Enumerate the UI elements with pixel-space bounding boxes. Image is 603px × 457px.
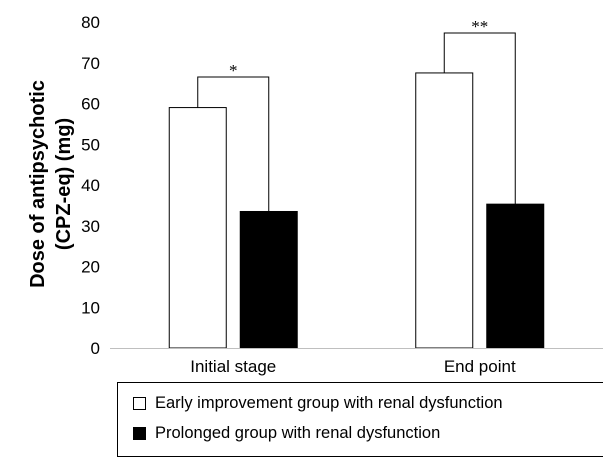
x-axis-categories: Initial stage End point xyxy=(190,357,516,376)
x-category-label: Initial stage xyxy=(190,357,276,376)
y-axis-label-line-1: Dose of antipsychotic xyxy=(27,80,49,288)
y-axis-label: Dose of antipsychotic (CPZ-eq) (mg) xyxy=(27,80,75,288)
bars xyxy=(168,72,545,349)
y-tick-label: 50 xyxy=(81,135,100,154)
y-axis-ticks: 0 10 20 30 40 50 60 70 80 xyxy=(81,13,100,358)
bar-early-end xyxy=(415,72,474,349)
legend-item-prolonged: Prolonged group with renal dysfunction xyxy=(133,424,440,443)
legend-label-early: Early improvement group with renal dysfu… xyxy=(155,394,503,412)
y-axis-label-line-2: (CPZ-eq) (mg) xyxy=(53,118,75,250)
bar-prolonged-end xyxy=(486,203,545,349)
y-tick-label: 60 xyxy=(81,95,100,114)
legend-swatch-prolonged xyxy=(133,427,146,440)
legend-swatch-early xyxy=(133,397,146,410)
bar-early-initial xyxy=(168,107,227,349)
y-tick-label: 80 xyxy=(81,13,100,32)
significance-bracket xyxy=(443,32,516,205)
y-tick-label: 70 xyxy=(81,54,100,73)
significance-bracket xyxy=(197,76,270,212)
legend-label-prolonged: Prolonged group with renal dysfunction xyxy=(155,424,441,442)
y-tick-label: 0 xyxy=(91,339,100,358)
significance-annotations: *** xyxy=(197,17,516,212)
significance-label: * xyxy=(229,61,238,80)
y-tick-label: 30 xyxy=(81,217,100,236)
x-category-label: End point xyxy=(444,357,516,376)
bar-prolonged-initial xyxy=(239,210,298,349)
y-tick-label: 20 xyxy=(81,258,100,277)
significance-label: ** xyxy=(471,17,488,36)
y-tick-label: 10 xyxy=(81,298,100,317)
y-tick-label: 40 xyxy=(81,176,100,195)
legend-item-early: Early improvement group with renal dysfu… xyxy=(133,394,503,413)
legend: Early improvement group with renal dysfu… xyxy=(117,382,603,457)
